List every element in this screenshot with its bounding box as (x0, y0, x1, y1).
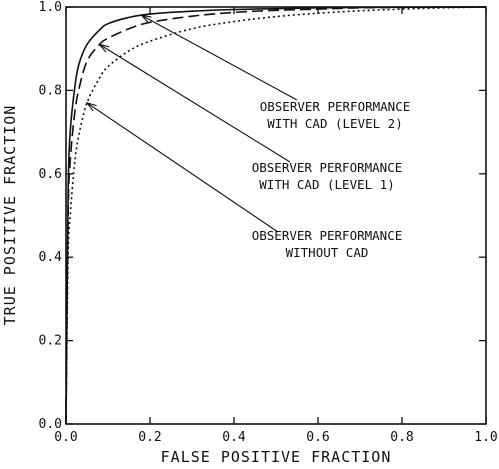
tick-group: 0.0 0.2 0.4 0.6 0.8 1.0 0.0 0.2 0.4 0.6 0.8 1.0 (39, 0, 498, 445)
x-tick-label: 0.4 (222, 430, 246, 445)
annotation-arrow (141, 14, 298, 101)
plot-frame (65, 6, 487, 425)
annotation-group: OBSERVER PERFORMANCE WITH CAD (LEVEL 2) OB… (85, 14, 411, 260)
y-axis-label: TRUE POSITIVE FRACTION (1, 105, 19, 326)
y-tick-label: 0.0 (39, 417, 62, 432)
annotation-label: WITH CAD (LEVEL 1) (259, 177, 394, 192)
y-tick-label: 0.2 (39, 334, 62, 349)
roc-curve-dotted (65, 6, 487, 425)
y-tick-label: 0.8 (39, 83, 62, 98)
roc-curve-dashed (65, 6, 487, 425)
annotation-label: WITH CAD (LEVEL 2) (267, 116, 402, 131)
roc-curve-solid (65, 6, 487, 425)
y-tick-label: 0.6 (39, 167, 62, 182)
arrow-head (140, 14, 152, 23)
y-tick-label: 1.0 (39, 0, 62, 15)
x-tick-label: 0.0 (54, 430, 77, 445)
x-axis-label: FALSE POSITIVE FRACTION (161, 448, 392, 466)
x-tick-label: 1.0 (474, 430, 497, 445)
x-tick-label: 0.8 (390, 430, 413, 445)
y-tick-label: 0.4 (39, 250, 63, 265)
curve-group (65, 6, 487, 425)
x-tick-label: 0.6 (306, 430, 329, 445)
annotation-arrow (86, 102, 279, 233)
annotation-arrow (99, 44, 291, 163)
annotation-label: OBSERVER PERFORMANCE (252, 160, 403, 175)
annotation-label: OBSERVER PERFORMANCE (260, 99, 411, 114)
arrow-head (98, 43, 110, 53)
annotation-label: WITHOUT CAD (286, 245, 369, 260)
x-tick-label: 0.2 (138, 430, 161, 445)
arrow-head (85, 101, 97, 112)
annotation-label: OBSERVER PERFORMANCE (252, 228, 403, 243)
